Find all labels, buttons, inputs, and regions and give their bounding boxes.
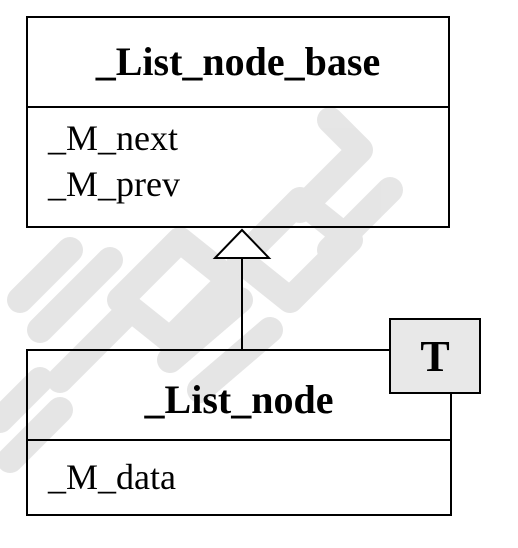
base-class-attributes: _M_next _M_prev (28, 108, 448, 212)
attribute-m-data: _M_data (48, 457, 176, 497)
derived-class-name: _List_node (28, 351, 450, 441)
base-class-name: _List_node_base (28, 18, 448, 108)
base-class-box: _List_node_base _M_next _M_prev (26, 16, 450, 228)
attribute-m-prev: _M_prev (48, 164, 180, 204)
derived-class-box: _List_node _M_data (26, 349, 452, 516)
attribute-m-next: _M_next (48, 118, 178, 158)
template-parameter-box: T (389, 318, 481, 394)
derived-class-attributes: _M_data (28, 441, 450, 495)
inheritance-triangle-icon (212, 228, 272, 259)
